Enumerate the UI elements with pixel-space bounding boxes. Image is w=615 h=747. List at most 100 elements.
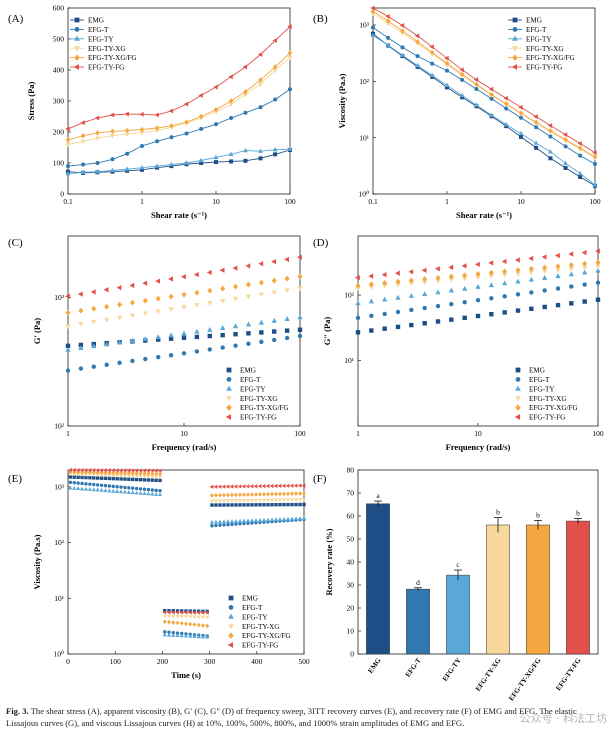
legend-label: EFG-TY-FG (240, 414, 276, 422)
legend-marker (512, 46, 518, 52)
data-point (241, 518, 247, 523)
data-point (210, 493, 214, 498)
data-point (290, 491, 294, 496)
data-point (400, 52, 405, 57)
data-point (213, 122, 218, 127)
panel-label: (E) (8, 473, 22, 485)
data-point (395, 309, 401, 315)
data-point (193, 271, 199, 278)
data-point (103, 470, 108, 475)
data-point (243, 89, 248, 95)
data-point (171, 614, 176, 619)
legend-marker (226, 396, 232, 402)
data-point (65, 324, 71, 329)
data-point (421, 267, 427, 273)
data-point (170, 610, 175, 615)
data-point (184, 131, 189, 136)
legend-label: EFG-TY (529, 385, 555, 393)
data-point (355, 315, 361, 321)
legend-label: EFG-T (88, 26, 109, 34)
data-point (289, 483, 294, 488)
data-point (528, 255, 534, 262)
data-point (245, 263, 251, 269)
data-point (462, 299, 467, 305)
data-point (385, 13, 390, 19)
y-axis-label: G′ (Pa) (32, 318, 42, 344)
data-point (117, 360, 122, 366)
data-point (183, 610, 188, 615)
data-point (169, 135, 174, 140)
data-point (116, 339, 123, 345)
data-point (289, 498, 295, 503)
data-point (210, 524, 214, 528)
data-point (243, 147, 248, 153)
data-point (80, 169, 86, 174)
data-point (205, 623, 210, 629)
data-point (488, 260, 494, 266)
data-point (92, 482, 96, 487)
data-point (595, 259, 601, 266)
series-line (372, 10, 596, 158)
data-point (65, 126, 70, 132)
panel-label: (F) (313, 473, 327, 485)
data-point (149, 468, 154, 473)
data-point (181, 330, 187, 336)
data-point (382, 296, 388, 302)
data-point (155, 139, 160, 144)
data-point (175, 633, 180, 638)
data-point (395, 324, 401, 330)
significance-letter: b (536, 510, 540, 519)
data-point (595, 264, 601, 270)
data-point (265, 498, 271, 503)
data-point (91, 487, 96, 492)
data-point (462, 315, 467, 321)
data-point (370, 25, 375, 30)
data-point (414, 33, 420, 39)
data-point (104, 317, 110, 323)
data-point (246, 492, 250, 497)
data-point (459, 67, 464, 73)
data-point (568, 262, 574, 269)
x-axis-label: Frequency (rad/s) (446, 442, 511, 452)
data-point (271, 258, 277, 265)
data-point (95, 136, 100, 141)
legend-marker (515, 385, 521, 391)
data-point (555, 286, 561, 291)
y-tick-label: 0 (350, 650, 354, 659)
data-point (168, 276, 173, 282)
y-tick-label: 10¹ (54, 594, 64, 603)
data-point (237, 484, 242, 489)
data-point (117, 301, 123, 308)
legend-label: EFG-TY-XG/FG (242, 632, 291, 640)
legend-marker (226, 376, 232, 382)
data-point (139, 143, 144, 148)
data-point (284, 288, 290, 294)
data-point (134, 486, 139, 491)
data-point (146, 471, 151, 476)
data-point (284, 316, 290, 321)
data-point (129, 299, 135, 306)
data-point (355, 330, 361, 335)
data-point (162, 614, 167, 619)
y-tick-label: 300 (53, 97, 65, 106)
data-point (258, 156, 263, 161)
data-point (110, 134, 115, 139)
data-point (368, 273, 374, 279)
data-point (154, 478, 158, 482)
data-point (277, 483, 282, 489)
data-point (154, 125, 160, 131)
data-point (233, 283, 239, 290)
y-tick-label: 400 (53, 66, 65, 75)
data-point (475, 261, 480, 268)
bar-group-efg-ty: c EFG-TY (441, 560, 470, 683)
bar (566, 520, 590, 655)
data-point (274, 503, 278, 507)
data-point (298, 502, 302, 507)
data-point (154, 112, 159, 118)
bar (366, 503, 390, 655)
data-point (369, 328, 374, 333)
data-point (533, 114, 538, 120)
data-point (138, 468, 142, 473)
data-point (221, 484, 226, 489)
series-emg (68, 475, 306, 614)
